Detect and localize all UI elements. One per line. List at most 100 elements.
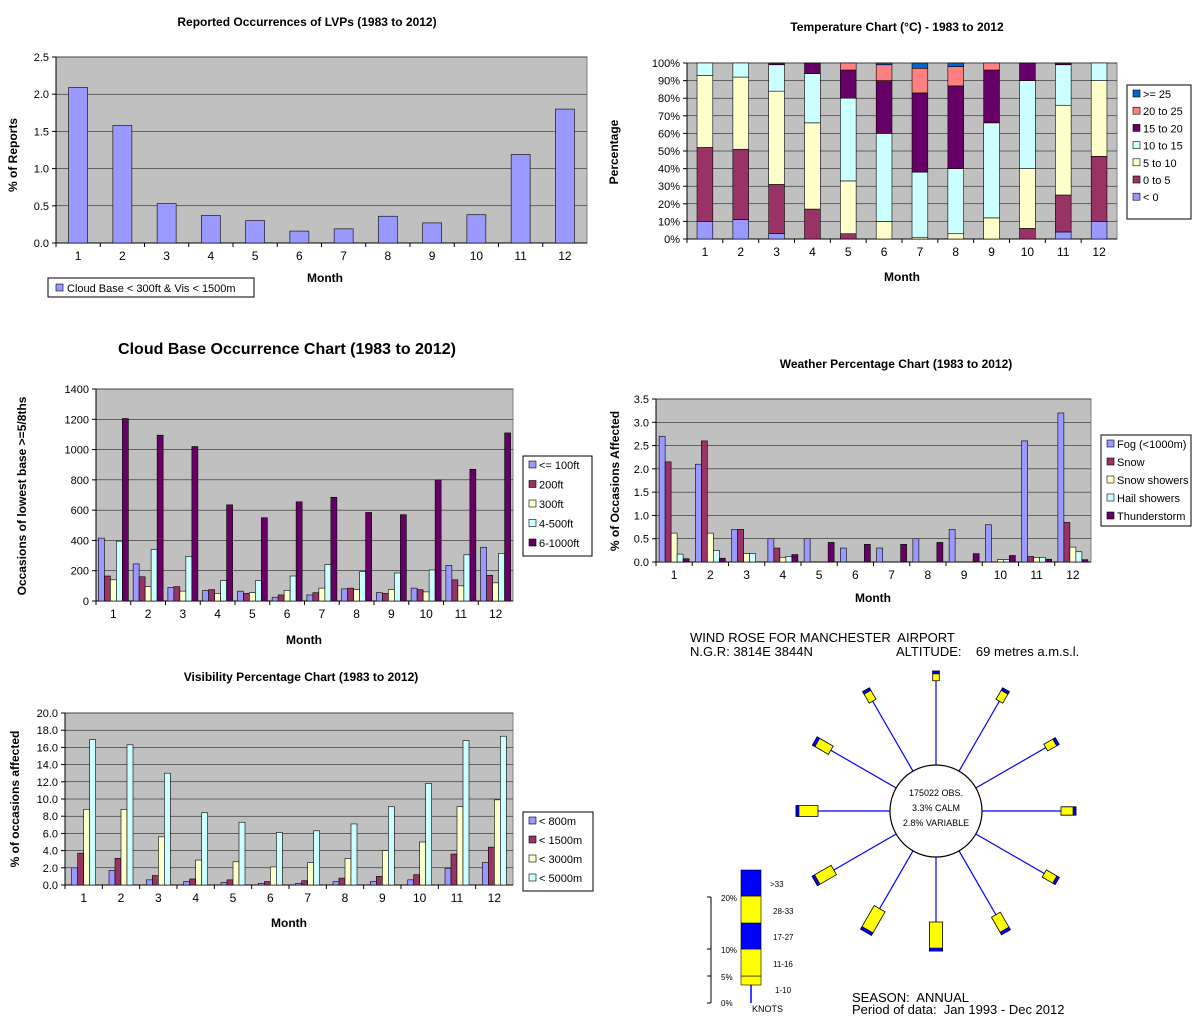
temp-y-tick-label: 80% (658, 93, 680, 105)
cloud-x-tick-label: 9 (388, 607, 395, 621)
cloud-bar (416, 589, 424, 602)
cloud-bar (410, 587, 418, 602)
cloud-bar (359, 571, 366, 602)
temp-legend-label: 5 to 10 (1143, 158, 1177, 170)
temp-y-tick-label: 90% (658, 76, 680, 88)
temp-bar (840, 62, 857, 71)
scale-tick-10: 10% (721, 946, 737, 955)
cloud-bar (492, 582, 499, 602)
cloud-bar (365, 512, 372, 602)
vis-legend-swatch (528, 873, 537, 882)
rose-bar-blue (929, 947, 943, 952)
temp-bar (732, 219, 749, 240)
temp-y-tick-label: 70% (658, 111, 680, 123)
rose-bar-yellow (929, 921, 943, 952)
weather-y-tick-label: 0.5 (634, 534, 649, 546)
vis-x-tick-label: 2 (118, 891, 125, 905)
cloud-bar (116, 540, 123, 602)
cloud-bar (451, 579, 459, 602)
cloud-bar (504, 432, 511, 602)
lvp-y-tick-label: 1.5 (34, 126, 49, 138)
lvp-bar (112, 125, 133, 244)
temp-bar (1090, 155, 1108, 222)
weather-x-tick-label: 11 (1030, 568, 1043, 582)
weather-bar (1057, 412, 1065, 563)
weather-legend-label: Snow showers (1117, 475, 1189, 487)
vis-bar (332, 881, 340, 886)
temp-x-tick-label: 4 (809, 245, 816, 259)
weather-x-tick-label: 3 (743, 568, 750, 582)
temp-x-tick-label: 1 (702, 245, 709, 259)
temp-bar (983, 62, 1000, 71)
cloud-x-tick-label: 6 (284, 607, 291, 621)
weather-bar (695, 463, 702, 563)
vis-bar (500, 735, 507, 886)
vis-legend-swatch (528, 816, 537, 825)
vis-bar (295, 882, 302, 886)
vis-chart-title: Visibility Percentage Chart (1983 to 201… (184, 670, 419, 684)
vis-bar (183, 881, 190, 886)
lvp-legend (47, 277, 255, 298)
cloud-bar (220, 580, 227, 602)
cloud-bar (394, 572, 401, 602)
vis-bar (370, 881, 377, 886)
temp-bar (768, 90, 785, 185)
weather-bar (997, 559, 1004, 563)
vis-x-tick-label: 7 (304, 891, 311, 905)
vis-bar (494, 799, 501, 886)
weather-bar (1033, 557, 1040, 563)
temp-y-tick-label: 100% (652, 58, 680, 70)
vis-bar (201, 812, 208, 886)
cloud-x-axis-label: Month (286, 633, 322, 647)
temp-legend-label: 0 to 5 (1143, 175, 1171, 187)
vis-bar (238, 821, 246, 886)
scale-band-11-16-fill (740, 948, 762, 977)
cloud-bar (353, 589, 360, 602)
weather-legend-swatch (1106, 475, 1115, 484)
temp-bar (947, 66, 964, 87)
weather-bar (1069, 546, 1077, 563)
cloud-bar (428, 569, 436, 602)
temp-bar (947, 233, 964, 240)
vis-x-tick-label: 10 (413, 891, 427, 905)
temp-bar (840, 69, 857, 99)
temp-bar (696, 147, 714, 222)
temp-bar (1019, 80, 1036, 169)
wind-rose-obs: 175022 OBS. (909, 788, 963, 798)
temp-y-tick-label: 10% (658, 216, 680, 228)
vis-y-tick-label: 4.0 (43, 846, 58, 858)
vis-bar (450, 853, 458, 886)
vis-bar (195, 859, 202, 886)
vis-y-tick-label: 12.0 (37, 777, 58, 789)
cloud-bar (179, 590, 187, 602)
rose-bar-blue (932, 670, 940, 675)
weather-x-tick-label: 2 (707, 568, 714, 582)
temp-bar (804, 122, 821, 210)
wind-rose-calm: 3.3% CALM (912, 803, 960, 813)
temp-legend-swatch (1132, 124, 1141, 132)
cloud-x-tick-label: 12 (489, 607, 503, 621)
lvp-x-tick-label: 10 (470, 249, 484, 263)
temp-legend-swatch (1132, 192, 1141, 201)
temp-bar (1055, 62, 1072, 66)
vis-bar (350, 823, 358, 886)
vis-y-tick-label: 10.0 (37, 794, 58, 806)
weather-bar (1081, 559, 1089, 563)
cloud-bar (144, 586, 152, 602)
cloud-bar (463, 554, 471, 602)
weather-y-tick-label: 1.0 (634, 510, 649, 522)
rose-spoke (975, 833, 1058, 882)
weather-x-axis-label: Month (855, 591, 891, 605)
cloud-bar (255, 580, 262, 602)
cloud-bar (214, 593, 221, 602)
temp-bar (947, 62, 964, 67)
temp-bar (1090, 62, 1108, 81)
temp-bar (768, 184, 785, 235)
temp-x-tick-label: 9 (988, 245, 995, 259)
temp-y-tick-label: 60% (658, 128, 680, 140)
lvp-y-axis-label: % of Reports (6, 118, 20, 192)
rose-bar-blue (1000, 687, 1010, 695)
cloud-y-tick-label: 1400 (65, 384, 89, 396)
cloud-x-tick-label: 7 (319, 607, 326, 621)
rose-bar-blue (1052, 737, 1060, 747)
